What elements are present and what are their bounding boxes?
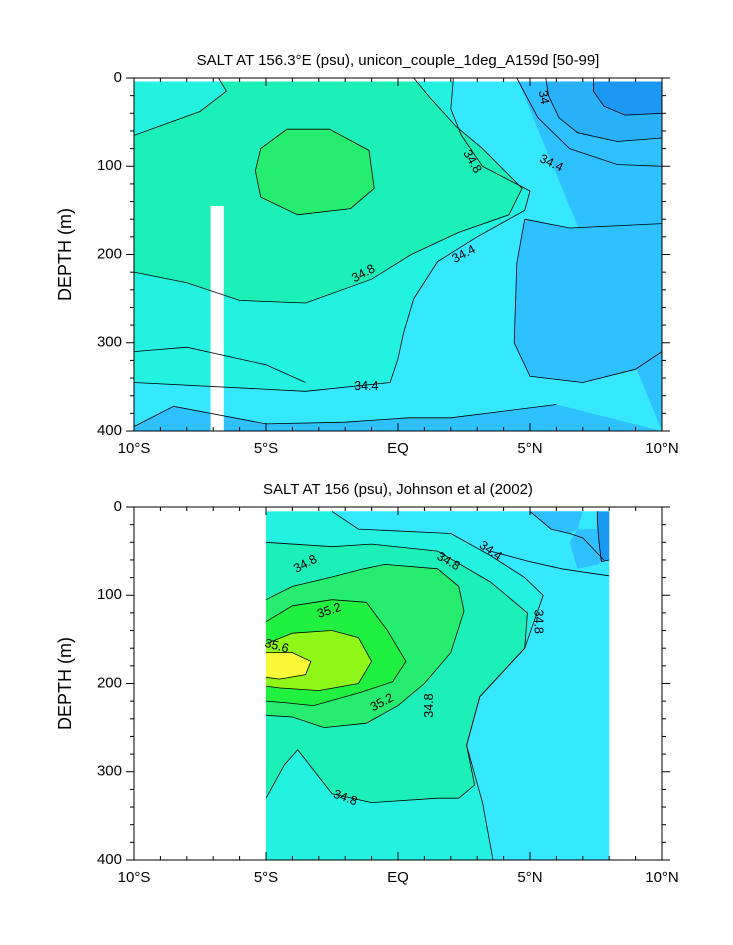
- x-tick-label: 5°N: [517, 440, 542, 457]
- contour-label: 34.8: [422, 693, 436, 717]
- y-axis-label: DEPTH (m): [55, 208, 75, 301]
- x-tick-label: 5°N: [517, 869, 542, 886]
- panel-2: 34.834.434.835.2 34.835.635.2 34.834.810°S…: [55, 481, 679, 886]
- contour-line: [513, 219, 662, 383]
- y-tick-label: 0: [114, 498, 122, 515]
- x-tick-label: 5°S: [254, 869, 278, 886]
- x-tick-label: 10°S: [118, 869, 151, 886]
- x-tick-label: 10°N: [645, 869, 679, 886]
- contour-line: [265, 652, 312, 680]
- x-tick-label: 5°S: [254, 440, 278, 457]
- contour-line: [265, 630, 373, 692]
- x-tick-label: EQ: [387, 440, 409, 457]
- y-tick-label: 100: [97, 586, 122, 603]
- salinity-region-s35_0: [255, 129, 375, 215]
- contour-line: [593, 78, 662, 116]
- contour-line: [516, 78, 662, 167]
- contour-line: [254, 128, 375, 216]
- y-axis-label: DEPTH (m): [55, 637, 75, 730]
- contour-label: 34: [536, 89, 552, 105]
- chart-title: SALT AT 156.3°E (psu), unicon_couple_1de…: [197, 52, 600, 69]
- contour-line: [134, 78, 227, 136]
- y-tick-label: 0: [114, 69, 122, 86]
- y-tick-label: 200: [97, 245, 122, 262]
- x-tick-label: 10°N: [645, 440, 679, 457]
- salinity-region-s33_8: [593, 78, 662, 116]
- contour-label: 34.8: [532, 610, 546, 634]
- contour-line: [490, 550, 610, 577]
- y-tick-label: 200: [97, 674, 122, 691]
- salinity-region-masked: [210, 206, 224, 431]
- contour-line: [331, 511, 544, 860]
- y-tick-label: 400: [97, 851, 122, 868]
- salinity-region-s35_6: [266, 652, 311, 680]
- x-tick-label: EQ: [387, 869, 409, 886]
- contour-line: [545, 78, 662, 142]
- salinity-region-s34_2: [514, 219, 662, 383]
- y-tick-label: 100: [97, 157, 122, 174]
- chart-title: SALT AT 156 (psu), Johnson et al (2002): [263, 481, 533, 498]
- x-tick-label: 10°S: [118, 440, 151, 457]
- contour-line: [134, 78, 531, 392]
- contour-line: [524, 218, 662, 229]
- contour-label: 35.6: [263, 636, 290, 656]
- contour-line: [134, 404, 557, 427]
- contour-label: 34.4: [354, 379, 378, 393]
- contour-line: [529, 511, 605, 561]
- salinity-region-s34_2: [530, 511, 583, 534]
- contour-line: [134, 346, 306, 383]
- plot-area: 34.834.434.835.2 34.835.635.2 34.834.8: [263, 511, 610, 860]
- contour-line: [596, 511, 610, 563]
- salinity-region-s34_4: [332, 511, 610, 860]
- y-tick-label: 300: [97, 334, 122, 351]
- salinity-region-s34_2: [569, 529, 607, 569]
- y-tick-label: 400: [97, 422, 122, 439]
- contour-line: [134, 78, 523, 304]
- contour-line: [265, 599, 407, 707]
- y-tick-label: 300: [97, 763, 122, 780]
- contour-line: [265, 563, 465, 729]
